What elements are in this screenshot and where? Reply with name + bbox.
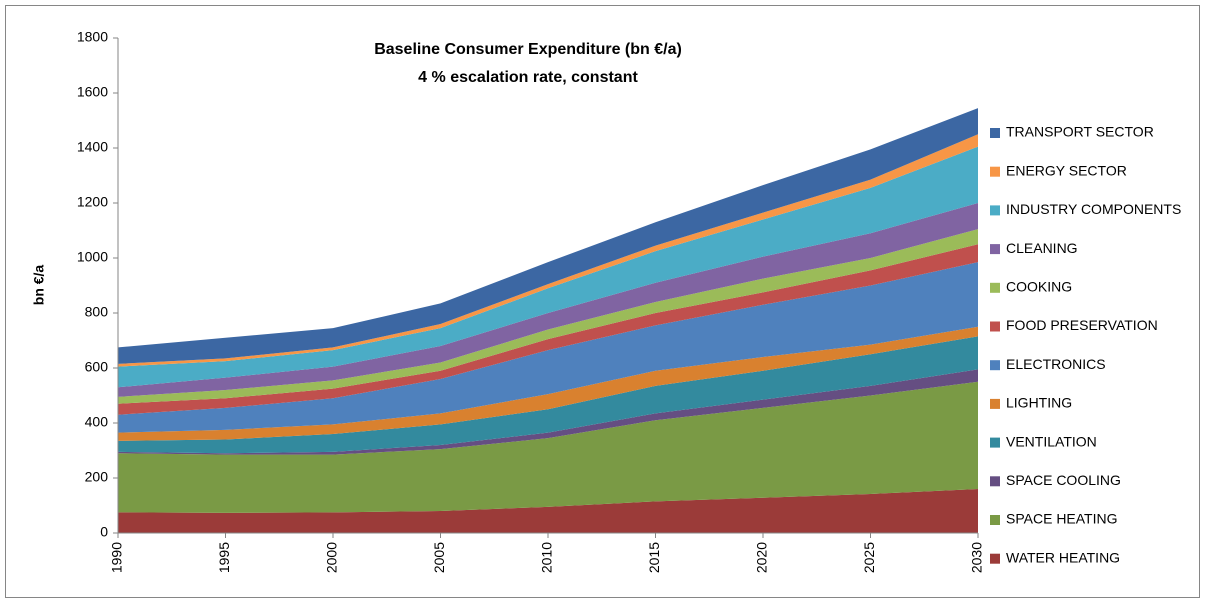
legend-label: COOKING bbox=[1006, 279, 1072, 295]
area bbox=[118, 381, 978, 513]
x-tick-label: 2005 bbox=[431, 542, 447, 573]
x-tick-label: 2015 bbox=[646, 542, 662, 573]
chart-subtitle: 4 % escalation rate, constant bbox=[418, 69, 638, 86]
legend-swatch bbox=[990, 244, 1000, 255]
x-tick-label: 2020 bbox=[754, 542, 770, 573]
legend-swatch bbox=[990, 437, 1000, 448]
y-tick-label: 1800 bbox=[77, 29, 108, 45]
y-tick-label: 800 bbox=[85, 304, 109, 320]
x-tick-label: 2000 bbox=[324, 542, 340, 573]
x-tick-label: 2030 bbox=[969, 542, 985, 573]
legend-swatch bbox=[990, 205, 1000, 216]
legend-label: LIGHTING bbox=[1006, 395, 1072, 411]
legend-label: WATER HEATING bbox=[1006, 549, 1120, 565]
area bbox=[118, 146, 978, 388]
legend-label: CLEANING bbox=[1006, 240, 1078, 256]
legend-swatch bbox=[990, 360, 1000, 371]
legend-swatch bbox=[990, 321, 1000, 332]
chart-title: Baseline Consumer Expenditure (bn €/a) bbox=[374, 41, 682, 58]
y-tick-label: 1600 bbox=[77, 84, 108, 100]
y-tick-label: 1400 bbox=[77, 139, 108, 155]
area bbox=[118, 336, 978, 454]
chart-border bbox=[5, 5, 1200, 598]
y-tick-label: 1200 bbox=[77, 194, 108, 210]
legend-label: TRANSPORT SECTOR bbox=[1006, 124, 1154, 140]
legend-label: VENTILATION bbox=[1006, 433, 1097, 449]
legend-swatch bbox=[990, 515, 1000, 525]
legend-label: ENERGY SECTOR bbox=[1006, 162, 1127, 178]
legend-label: INDUSTRY COMPONENTS bbox=[1006, 201, 1181, 217]
y-tick-label: 600 bbox=[85, 359, 109, 375]
x-tick-label: 1990 bbox=[109, 542, 125, 573]
y-tick-label: 400 bbox=[85, 414, 109, 430]
legend-swatch bbox=[990, 476, 1000, 487]
x-tick-label: 2025 bbox=[861, 542, 877, 573]
legend-label: ELECTRONICS bbox=[1006, 356, 1106, 372]
y-axis-title: bn €/a bbox=[31, 265, 47, 306]
legend-swatch bbox=[990, 282, 1000, 293]
legend-swatch bbox=[990, 398, 1000, 409]
legend-label: SPACE COOLING bbox=[1006, 472, 1121, 488]
area bbox=[118, 369, 978, 455]
legend-label: SPACE HEATING bbox=[1006, 511, 1118, 527]
y-tick-label: 200 bbox=[85, 469, 109, 485]
legend-label: FOOD PRESERVATION bbox=[1006, 317, 1158, 333]
y-tick-label: 0 bbox=[100, 524, 108, 540]
legend-swatch bbox=[990, 166, 1000, 177]
area bbox=[118, 489, 978, 533]
legend-swatch bbox=[990, 128, 1000, 138]
legend-swatch bbox=[990, 553, 1000, 564]
x-tick-label: 2010 bbox=[539, 542, 555, 573]
x-tick-label: 1995 bbox=[216, 542, 232, 573]
y-tick-label: 1000 bbox=[77, 249, 108, 265]
